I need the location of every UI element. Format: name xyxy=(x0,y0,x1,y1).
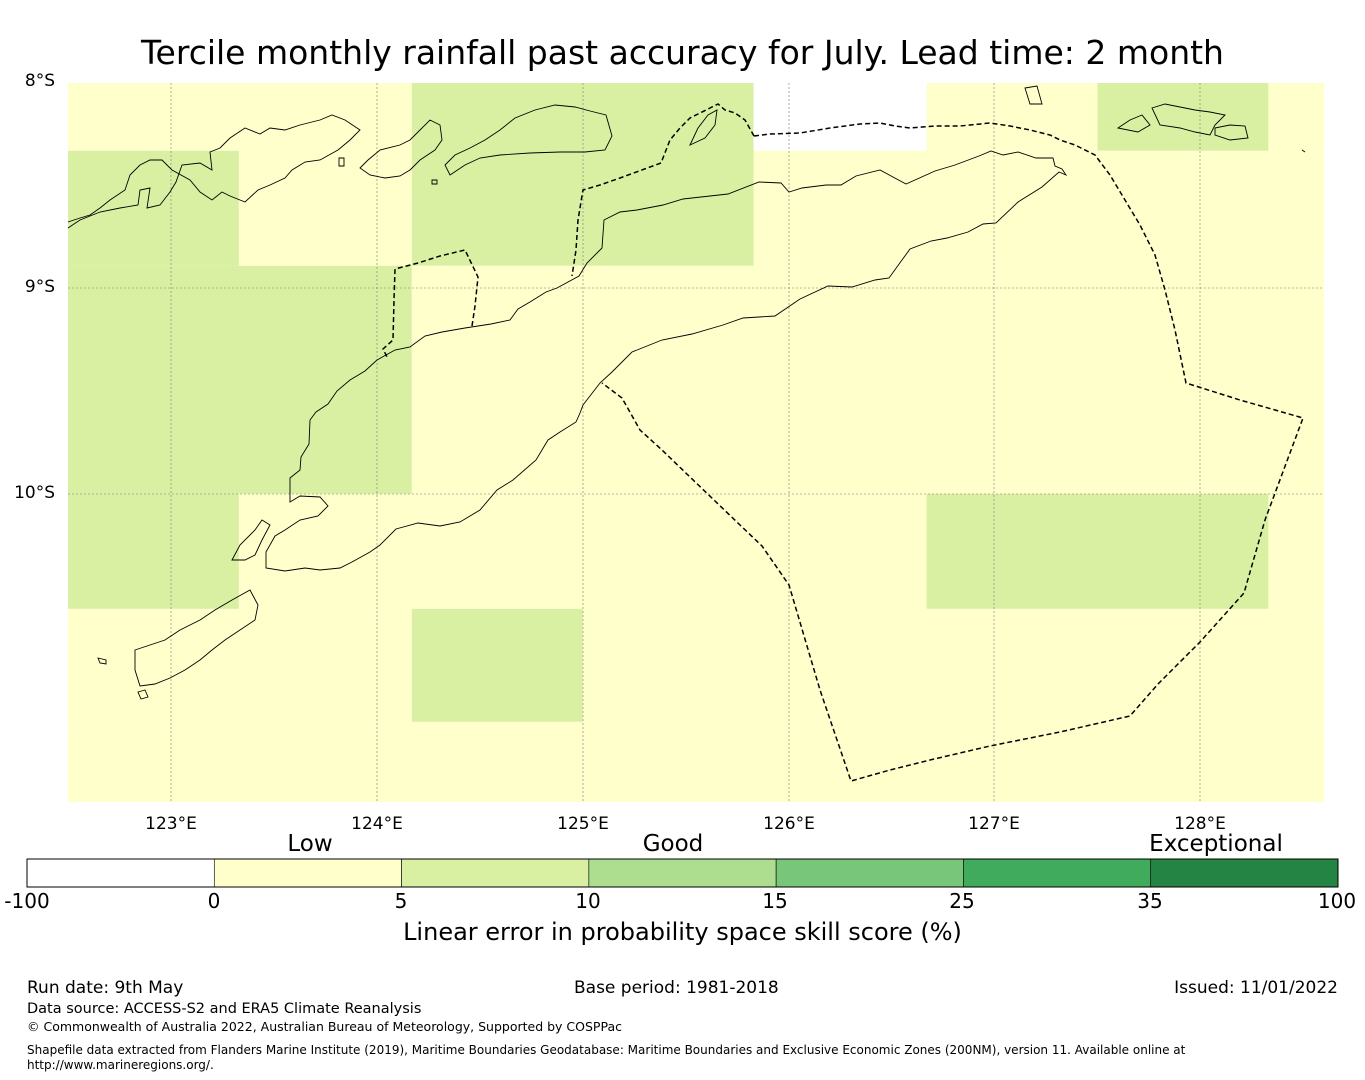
colorbar-tick-100: 100 xyxy=(1317,889,1357,913)
grid-cell-12 xyxy=(68,493,239,609)
colorbar-tick-35: 35 xyxy=(1137,889,1163,913)
moa-coastline xyxy=(1151,103,1226,136)
map-panel xyxy=(67,83,1325,802)
data-source: Data source: ACCESS-S2 and ERA5 Climate … xyxy=(27,1001,422,1017)
grid-cell-18 xyxy=(582,608,1324,722)
semau-coastline xyxy=(134,589,259,687)
grid-cell-4 xyxy=(753,83,927,151)
colorbar-segment-4 xyxy=(775,858,964,888)
grid-cell-3 xyxy=(411,83,754,266)
grid-cell-14 xyxy=(926,493,1269,609)
category-label-exceptional: Exceptional xyxy=(1149,831,1283,857)
coastlines xyxy=(67,85,1306,700)
colorbar-segment-0 xyxy=(26,858,215,888)
lakor-coastline xyxy=(1214,124,1249,141)
grid-cell-15 xyxy=(1268,493,1324,609)
lon-label-125e: 125°E xyxy=(557,814,609,834)
timor-coastline xyxy=(265,150,1068,572)
rote-coastline xyxy=(97,657,107,665)
flores-coastline xyxy=(67,114,361,229)
small-island-3 xyxy=(1301,149,1306,153)
shapefile-credit: Shapefile data extracted from Flanders M… xyxy=(27,1043,1186,1057)
map-title: Tercile monthly rainfall past accuracy f… xyxy=(141,33,1224,72)
colorbar-label: Linear error in probability space skill … xyxy=(403,918,962,946)
lat-label-8s: 8°S xyxy=(24,71,55,91)
kisar-coastline xyxy=(1024,85,1043,105)
grid-cell-6 xyxy=(926,83,1098,151)
colorbar-tick-15: 15 xyxy=(762,889,788,913)
base-period: Base period: 1981-2018 xyxy=(574,978,779,998)
colorbar-segment-2 xyxy=(401,858,590,888)
grid-cell-20 xyxy=(411,721,583,802)
colorbar-segment-3 xyxy=(588,858,777,888)
grid-cell-0 xyxy=(68,83,239,151)
colorbar-segments xyxy=(26,858,1339,888)
copyright-notice: © Commonwealth of Australia 2022, Austra… xyxy=(27,1019,622,1034)
colorbar-tick-25: 25 xyxy=(949,889,975,913)
lon-label-124e: 124°E xyxy=(351,814,403,834)
graticule xyxy=(68,83,1324,802)
alor-coastline xyxy=(359,119,443,179)
grid-cell-1 xyxy=(68,150,239,266)
grid-cell-10 xyxy=(68,265,412,494)
grid-cell-8 xyxy=(1268,83,1324,151)
grid-cell-7 xyxy=(1097,83,1269,151)
grid-cell-19 xyxy=(68,721,412,802)
lon-label-127e: 127°E xyxy=(968,814,1020,834)
grid-cell-5 xyxy=(753,150,927,266)
colorbar-tick-10: 10 xyxy=(575,889,601,913)
eez-boundary-north xyxy=(601,122,1304,782)
eez-boundaries xyxy=(382,103,1304,782)
lon-label-128e: 128°E xyxy=(1174,814,1226,834)
colorbar-segment-1 xyxy=(213,858,402,888)
eez-boundary-oecusse xyxy=(382,249,479,358)
grid-cell-11 xyxy=(411,265,1325,494)
category-label-low: Low xyxy=(287,831,333,857)
issued-date: Issued: 11/01/2022 xyxy=(1174,978,1338,998)
grid-cell-21 xyxy=(582,721,1324,802)
sawu-coastline xyxy=(231,519,271,561)
shapefile-url[interactable]: http://www.marineregions.org/. xyxy=(27,1058,214,1072)
colorbar-tick-minus100: -100 xyxy=(4,889,50,913)
grid-cell-16 xyxy=(68,608,412,722)
colorbar-segment-5 xyxy=(963,858,1152,888)
eez-boundary-timor xyxy=(571,103,755,277)
ndana-coastline xyxy=(137,689,149,700)
small-island-1 xyxy=(338,157,345,167)
lat-label-10s: 10°S xyxy=(14,483,55,503)
colorbar-tick-5: 5 xyxy=(394,889,408,913)
grid-cell-17 xyxy=(411,608,583,722)
category-label-good: Good xyxy=(642,831,704,857)
small-island-2 xyxy=(431,179,438,185)
colorbar xyxy=(26,858,1339,888)
grid-cell-2 xyxy=(238,83,412,266)
lon-label-126e: 126°E xyxy=(763,814,815,834)
leti-coastline xyxy=(1116,114,1151,133)
run-date: Run date: 9th May xyxy=(27,978,184,998)
wetar-coastline xyxy=(444,104,613,176)
grid-cell-9 xyxy=(926,150,1324,266)
skill-score-grid xyxy=(68,83,1325,802)
lon-label-123e: 123°E xyxy=(145,814,197,834)
colorbar-tick-0: 0 xyxy=(207,889,221,913)
lat-label-9s: 9°S xyxy=(24,277,55,297)
atauro-coastline xyxy=(689,109,718,146)
colorbar-segment-6 xyxy=(1150,858,1339,888)
